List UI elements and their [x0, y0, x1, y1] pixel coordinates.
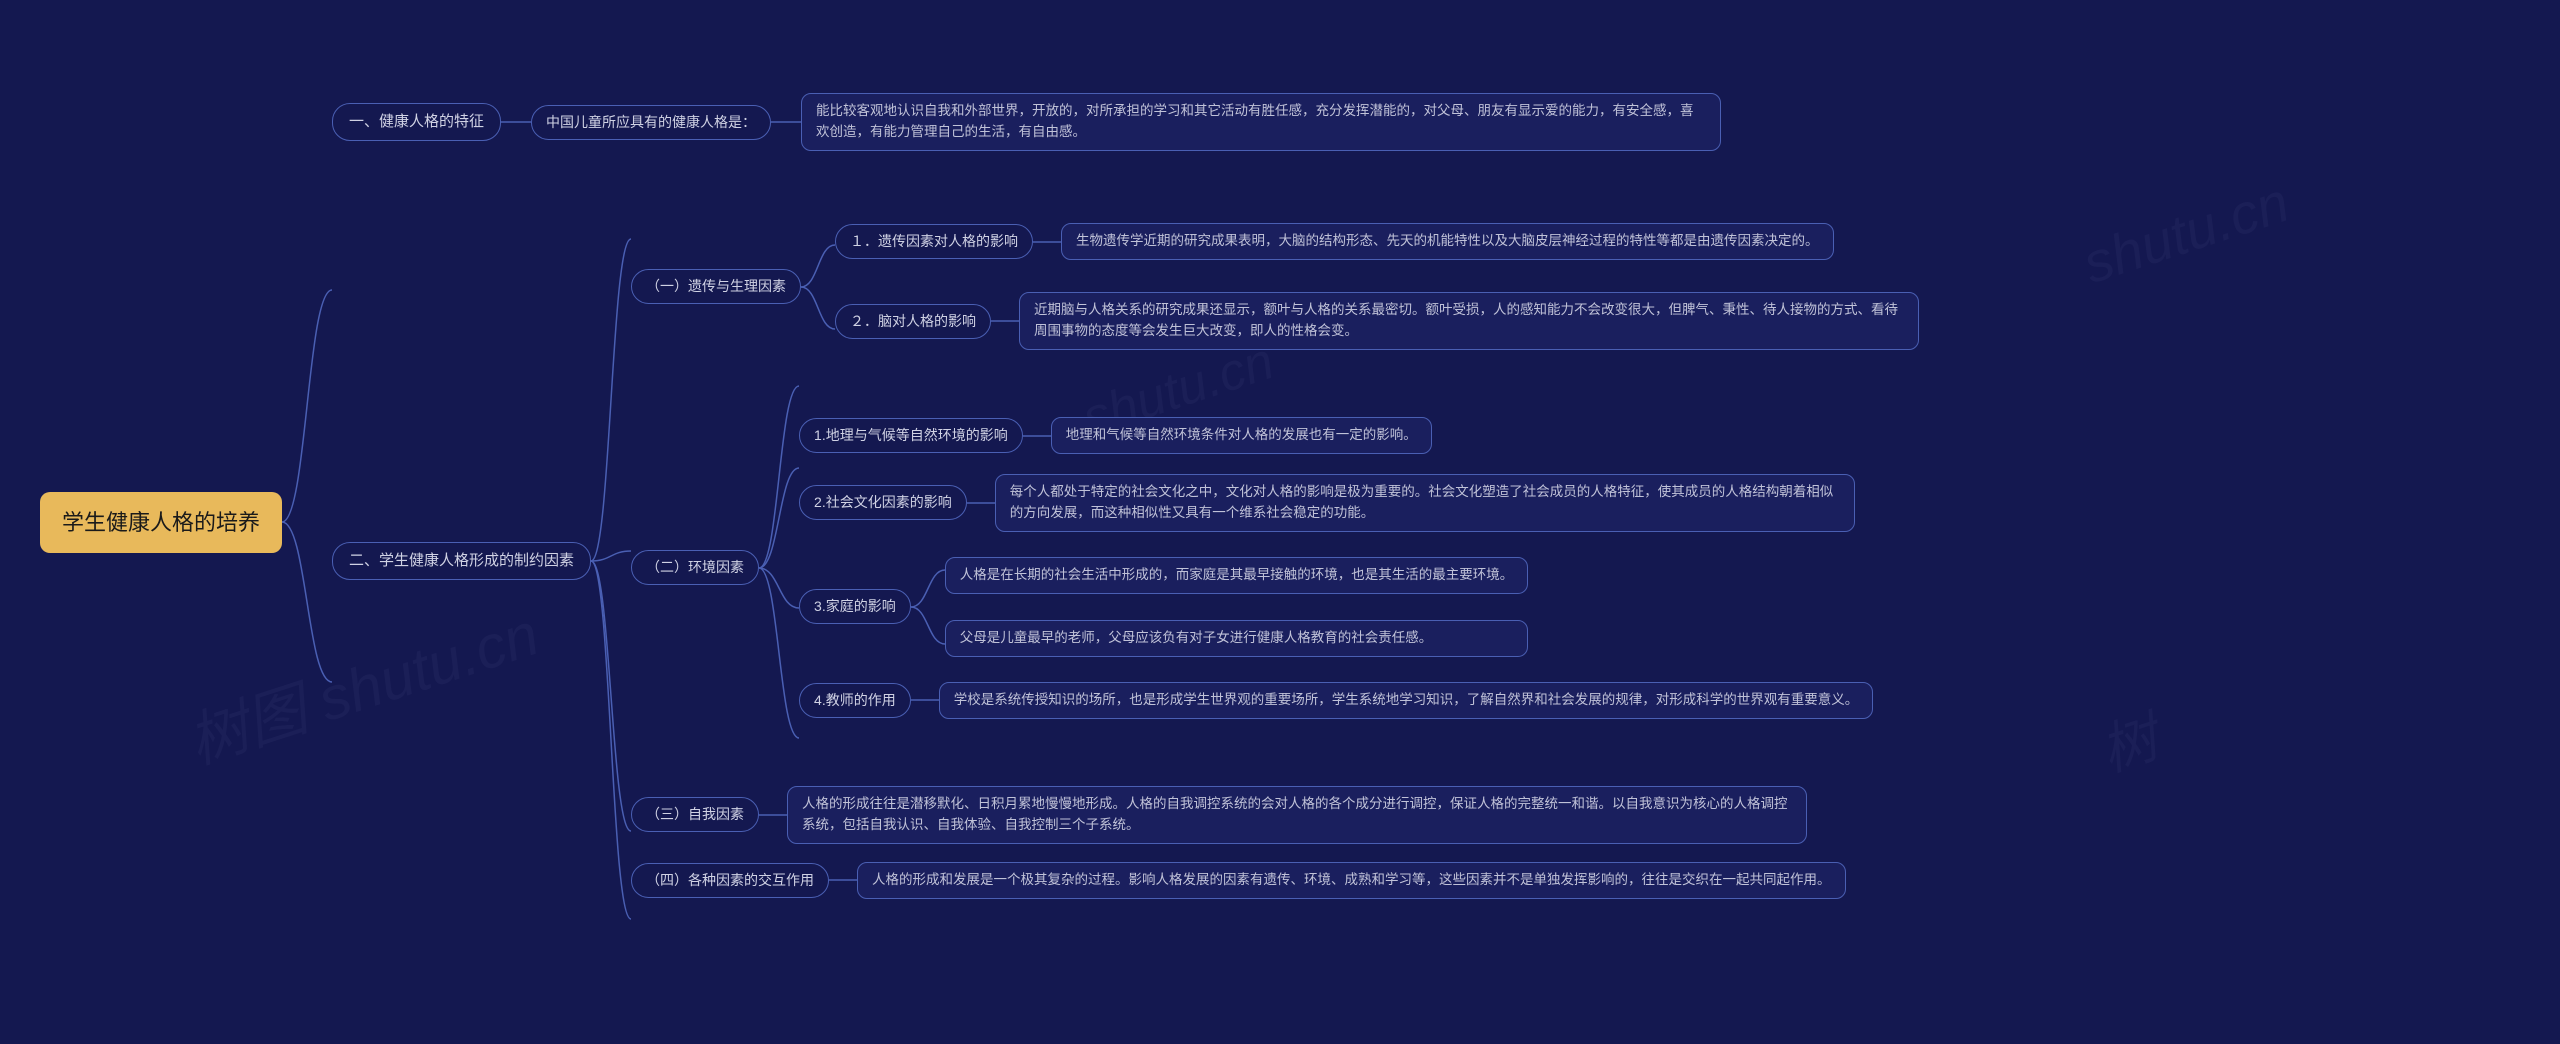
sub2-item1-label[interactable]: 1.地理与气候等自然环境的影响 [799, 418, 1023, 453]
sub2-item3-row: 3.家庭的影响 人格是在长期的社会生活中形成的，而家庭是其最早接触的环境，也是其… [799, 552, 1873, 662]
section1-row: 一、健康人格的特征 中国儿童所应具有的健康人格是： 能比较客观地认识自我和外部世… [332, 93, 1919, 151]
connector [801, 227, 835, 347]
sub2-item3-label[interactable]: 3.家庭的影响 [799, 589, 911, 624]
sub2-item4-label[interactable]: 4.教师的作用 [799, 683, 911, 718]
section1-sub[interactable]: 中国儿童所应具有的健康人格是： [531, 105, 771, 140]
root-node[interactable]: 学生健康人格的培养 [40, 492, 282, 553]
sub4-row: （四）各种因素的交互作用 人格的形成和发展是一个极其复杂的过程。影响人格发展的因… [631, 862, 1919, 899]
sub1-item1-row: １．遗传因素对人格的影响 生物遗传学近期的研究成果表明，大脑的结构形态、先天的机… [835, 223, 1919, 260]
connector [759, 805, 787, 825]
connector [771, 112, 801, 132]
sub3-row: （三）自我因素 人格的形成往往是潜移默化、日积月累地慢慢地形成。人格的自我调控系… [631, 786, 1919, 844]
sub2-row: （二）环境因素 1.地理与气候等自然环境的影响 地理和气候等自然环境条件对人格的… [631, 368, 1919, 768]
sub2-item3-leaf2: 父母是儿童最早的老师，父母应该负有对子女进行健康人格教育的社会责任感。 [945, 620, 1529, 657]
sub2-title[interactable]: （二）环境因素 [631, 550, 759, 585]
sub1-item2-leaf: 近期脑与人格关系的研究成果还显示，额叶与人格的关系最密切。额叶受损，人的感知能力… [1019, 292, 1919, 350]
connector [591, 171, 631, 951]
sub2-item3-leaf1: 人格是在长期的社会生活中形成的，而家庭是其最早接触的环境，也是其生活的最主要环境… [945, 557, 1529, 594]
sub1-item2-label[interactable]: ２．脑对人格的影响 [835, 304, 991, 339]
connector [1033, 232, 1061, 252]
sub1-title[interactable]: （一）遗传与生理因素 [631, 269, 801, 304]
mindmap: 学生健康人格的培养 一、健康人格的特征 中国儿童所应具有的健康人格是： 能比较客… [0, 0, 2560, 1044]
sub4-title[interactable]: （四）各种因素的交互作用 [631, 863, 829, 898]
sub2-item1-leaf: 地理和气候等自然环境条件对人格的发展也有一定的影响。 [1051, 417, 1432, 454]
sub2-item4-leaf: 学校是系统传授知识的场所，也是形成学生世界观的重要场所，学生系统地学习知识，了解… [939, 682, 1874, 719]
connector [911, 690, 939, 710]
connector [282, 262, 332, 782]
sub4-leaf: 人格的形成和发展是一个极其复杂的过程。影响人格发展的因素有遗传、环境、成熟和学习… [857, 862, 1846, 899]
section2-row: 二、学生健康人格形成的制约因素 （一）遗传与生理因素 [332, 171, 1919, 951]
sub1-item2-row: ２．脑对人格的影响 近期脑与人格关系的研究成果还显示，额叶与人格的关系最密切。额… [835, 292, 1919, 350]
connector [759, 368, 799, 768]
sub2-item2-leaf: 每个人都处于特定的社会文化之中，文化对人格的影响是极为重要的。社会文化塑造了社会… [995, 474, 1855, 532]
sub3-title[interactable]: （三）自我因素 [631, 797, 759, 832]
connector [1023, 426, 1051, 446]
sub2-item2-label[interactable]: 2.社会文化因素的影响 [799, 485, 967, 520]
connector [911, 552, 945, 662]
sub1-item1-leaf: 生物遗传学近期的研究成果表明，大脑的结构形态、先天的机能特性以及大脑皮层神经过程… [1061, 223, 1834, 260]
sub2-item4-row: 4.教师的作用 学校是系统传授知识的场所，也是形成学生世界观的重要场所，学生系统… [799, 682, 1873, 719]
sub3-leaf: 人格的形成往往是潜移默化、日积月累地慢慢地形成。人格的自我调控系统的会对人格的各… [787, 786, 1807, 844]
sub2-item1-row: 1.地理与气候等自然环境的影响 地理和气候等自然环境条件对人格的发展也有一定的影… [799, 417, 1873, 454]
sub1-item1-label[interactable]: １．遗传因素对人格的影响 [835, 224, 1033, 259]
section1-leaf: 能比较客观地认识自我和外部世界，开放的，对所承担的学习和其它活动有胜任感，充分发… [801, 93, 1721, 151]
sub1-row: （一）遗传与生理因素 １．遗传因素对人格的影响 生物遗传学近期的研究成果表明，大… [631, 223, 1919, 350]
connector [829, 870, 857, 890]
section1-title[interactable]: 一、健康人格的特征 [332, 103, 501, 142]
section2-title[interactable]: 二、学生健康人格形成的制约因素 [332, 542, 591, 581]
sub2-item2-row: 2.社会文化因素的影响 每个人都处于特定的社会文化之中，文化对人格的影响是极为重… [799, 474, 1873, 532]
connector [991, 311, 1019, 331]
connector [967, 493, 995, 513]
connector [501, 112, 531, 132]
